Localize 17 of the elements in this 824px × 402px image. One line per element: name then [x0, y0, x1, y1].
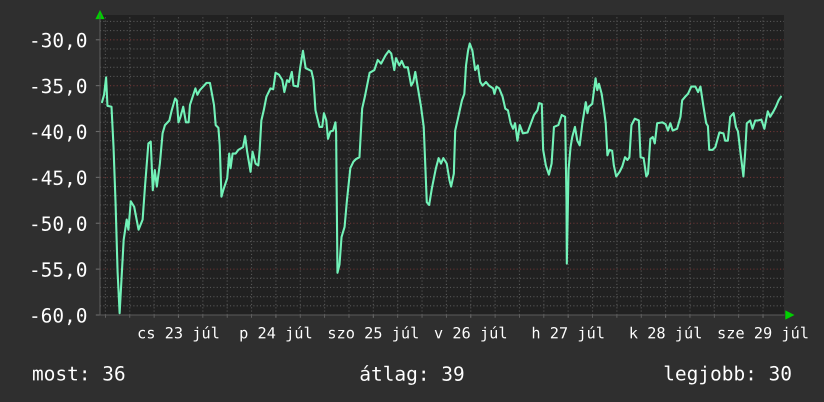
x-tick-label: cs 23 júl [138, 326, 218, 342]
x-tick-label: v 26 júl [434, 326, 506, 342]
text: legjobb: 30 [664, 365, 791, 385]
y-tick-label: -45,0 [32, 170, 86, 188]
y-tick-label: -50,0 [32, 216, 86, 234]
text: átlag: 39 [360, 365, 464, 385]
x-tick-label: szo 25 júl [328, 326, 418, 342]
text: most: 36 [33, 366, 124, 381]
x-tick-label: k 28 júl [630, 326, 701, 342]
y-tick-label: -60,0 [32, 308, 86, 326]
y-tick-label: -55,0 [32, 262, 86, 280]
x-tick-label: h 27 júl [532, 326, 604, 342]
y-tick-label: -40,0 [32, 124, 86, 142]
x-tick-label: p 24 júl [240, 326, 312, 342]
y-tick-label: -35,0 [32, 78, 86, 96]
x-tick-label: sze 29 júl [718, 326, 808, 342]
y-tick-label: -30,0 [32, 32, 86, 50]
